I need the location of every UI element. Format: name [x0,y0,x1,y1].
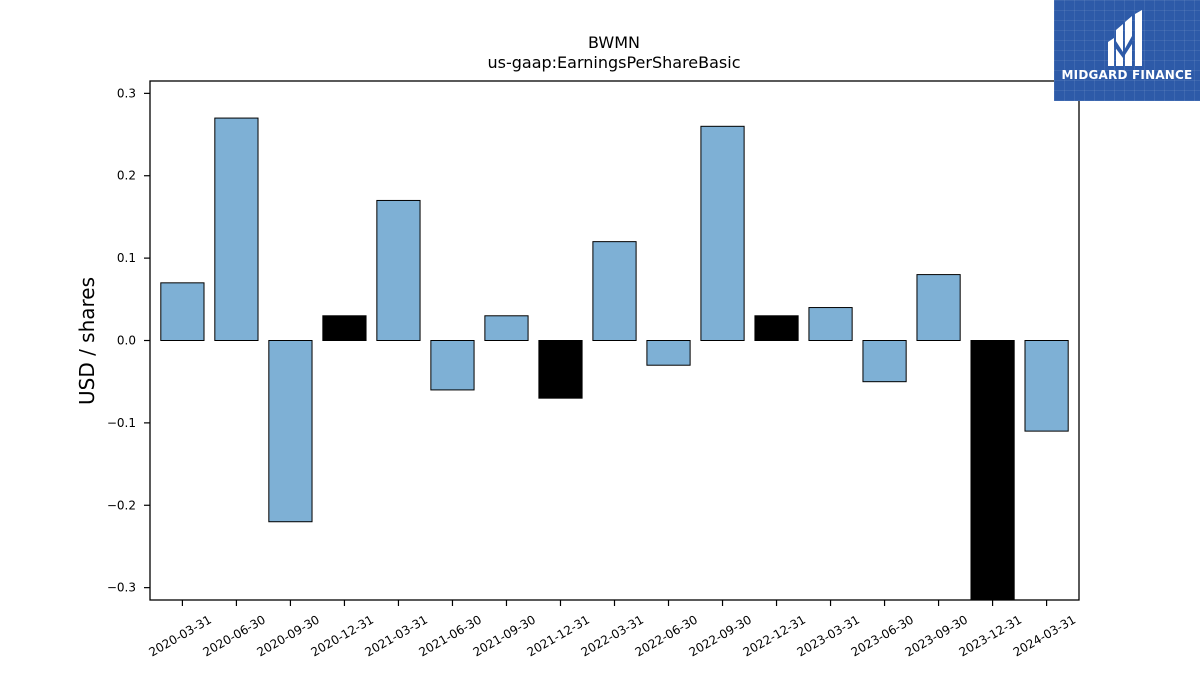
bar-2024-03-31 [1024,340,1069,432]
y-tick-label: 0.2 [117,169,136,183]
bar-2021-06-30 [430,340,475,391]
bar-2020-06-30 [214,117,259,341]
x-ticks: 2020-03-312020-06-302020-09-302020-12-31… [147,600,1078,659]
y-tick-label: −0.3 [107,581,136,595]
y-axis-label: USD / shares [75,277,99,405]
bar-2022-09-30 [700,125,745,341]
bar-2023-12-31 [970,340,1015,600]
bar-2021-12-31 [538,340,583,399]
bar-2021-09-30 [484,315,529,341]
bars-group [160,117,1069,600]
bar-2022-06-30 [646,340,691,366]
bar-2020-12-31 [322,315,367,341]
bar-2021-03-31 [376,199,421,341]
bar-2023-06-30 [862,340,907,383]
y-ticks: 0.3 0.2 0.1 0.0 −0.1 −0.2 −0.3 [107,86,150,595]
bar-2022-03-31 [592,241,637,341]
y-tick-label: 0.3 [117,86,136,100]
y-tick-label: −0.1 [107,416,136,430]
bar-2020-03-31 [160,282,205,342]
y-tick-label: 0.0 [117,334,136,348]
y-tick-label: 0.1 [117,251,136,265]
midgard-finance-logo: MIDGARD FINANCE [1054,0,1200,101]
logo-text: MIDGARD FINANCE [1061,68,1193,82]
bar-2023-09-30 [916,274,961,342]
chart-title: BWMN [588,33,640,52]
y-tick-label: −0.2 [107,498,136,512]
chart-subtitle: us-gaap:EarningsPerShareBasic [487,53,740,72]
midgard-m-logo-icon [1108,10,1142,66]
bar-2022-12-31 [754,315,799,341]
bar-2020-09-30 [268,340,313,523]
bar-2023-03-31 [808,307,853,341]
